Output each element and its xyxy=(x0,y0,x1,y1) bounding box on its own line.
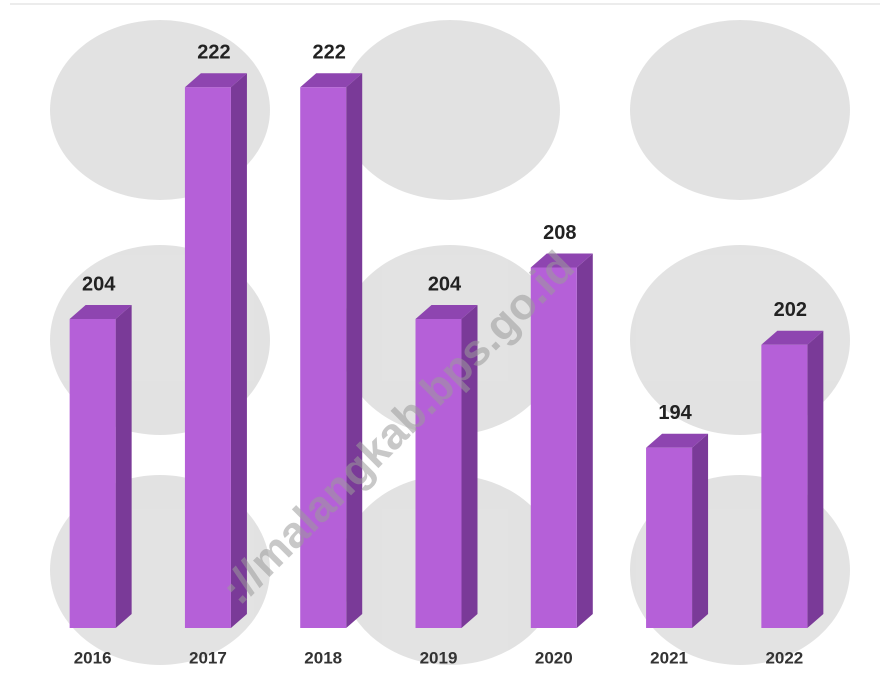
data-label: 194 xyxy=(658,402,692,424)
bar-side xyxy=(115,305,132,628)
bar-top xyxy=(415,305,478,319)
bar xyxy=(530,267,577,628)
x-tick-label: 2021 xyxy=(650,648,688,667)
x-tick-label: 2019 xyxy=(420,648,458,667)
bar xyxy=(646,447,693,628)
data-label: 222 xyxy=(197,42,230,64)
bar-side xyxy=(461,305,478,628)
bar xyxy=(415,319,462,628)
bar xyxy=(69,319,116,628)
bar-side xyxy=(807,330,824,628)
bar-top xyxy=(184,73,247,88)
data-label: 204 xyxy=(82,273,116,295)
x-tick-label: 2018 xyxy=(304,648,342,667)
bar-top xyxy=(761,330,824,345)
bar-side xyxy=(576,253,593,628)
data-label: 222 xyxy=(313,42,346,64)
x-tick-label: 2022 xyxy=(765,648,803,667)
bar-top xyxy=(69,305,132,319)
bars xyxy=(69,73,824,628)
data-label: 204 xyxy=(428,273,462,295)
bar-side xyxy=(230,73,247,628)
data-label: 208 xyxy=(543,222,576,244)
bar xyxy=(300,87,347,628)
bar xyxy=(761,344,808,628)
bar-top xyxy=(646,433,709,448)
bar xyxy=(184,87,231,628)
bar-top xyxy=(300,73,363,88)
bar-side xyxy=(692,433,709,628)
bar-side xyxy=(346,73,363,628)
data-label: 202 xyxy=(774,299,807,321)
x-tick-label: 2016 xyxy=(74,648,112,667)
x-tick-label: 2017 xyxy=(189,648,227,667)
bar-top xyxy=(530,253,593,268)
x-tick-label: 2020 xyxy=(535,648,573,667)
